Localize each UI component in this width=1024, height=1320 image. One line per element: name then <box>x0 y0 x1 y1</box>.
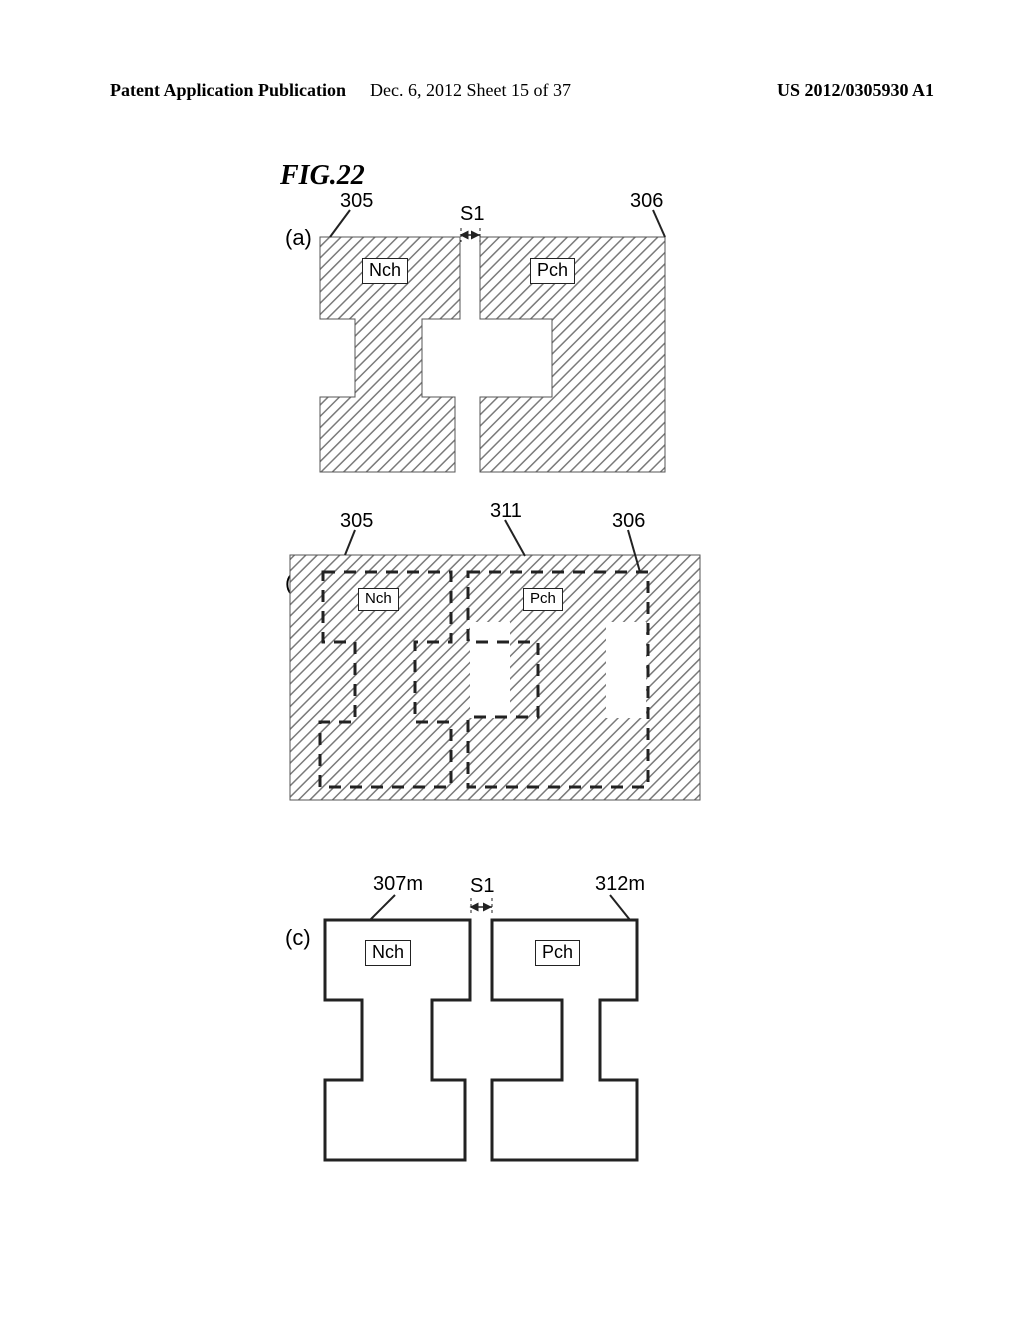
b-311-leader <box>505 520 525 556</box>
b-label-306: 306 <box>612 510 645 533</box>
panel-c <box>325 895 637 1160</box>
a-nch-chip: Nch <box>362 258 408 284</box>
a-label-s1: S1 <box>460 203 484 226</box>
panel-a <box>320 210 665 472</box>
b-slot-2 <box>606 622 646 718</box>
a-label-306: 306 <box>630 190 663 213</box>
c-pch-chip: Pch <box>535 940 580 966</box>
c-307m-leader <box>370 895 395 920</box>
c-312m-leader <box>610 895 630 920</box>
a-305-leader <box>330 210 350 237</box>
b-slot-1 <box>470 622 510 718</box>
a-label-305: 305 <box>340 190 373 213</box>
c-label-312m: 312m <box>595 873 645 896</box>
b-305-leader <box>345 530 355 555</box>
b-label-311: 311 <box>490 500 522 523</box>
b-pch-chip: Pch <box>523 588 563 611</box>
b-nch-chip: Nch <box>358 588 399 611</box>
figure-svg <box>0 0 1024 1320</box>
b-label-305: 305 <box>340 510 373 533</box>
c-nch-chip: Nch <box>365 940 411 966</box>
c-label-s1: S1 <box>470 875 494 898</box>
c-label-307m: 307m <box>373 873 423 896</box>
a-pch-chip: Pch <box>530 258 575 284</box>
panel-b <box>290 520 700 800</box>
a-306-leader <box>653 210 665 237</box>
